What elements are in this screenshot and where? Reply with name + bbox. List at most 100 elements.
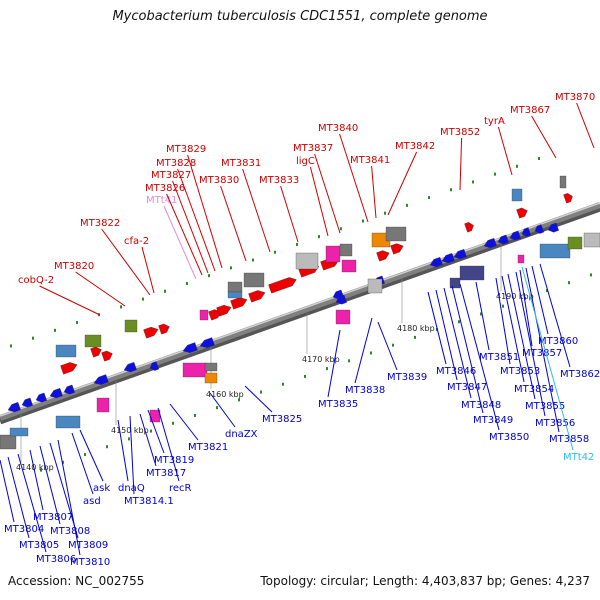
gene-label[interactable]: MT3870 bbox=[555, 92, 595, 103]
gene-arrow-forward bbox=[390, 243, 404, 255]
gene-label[interactable]: MT3858 bbox=[549, 434, 589, 445]
feature-box-blue bbox=[9, 427, 29, 437]
gene-shape bbox=[453, 249, 467, 260]
track-dot bbox=[120, 305, 122, 309]
track-dot bbox=[274, 250, 276, 254]
genome-summary: Topology: circular; Length: 4,403,837 bp… bbox=[260, 574, 590, 588]
gene-label[interactable]: MT3805 bbox=[19, 540, 59, 551]
feature-box-gray bbox=[243, 272, 265, 288]
gene-label[interactable]: MT3810 bbox=[70, 557, 110, 568]
gene-label[interactable]: MT3806 bbox=[36, 554, 76, 565]
gene-label[interactable]: MT3825 bbox=[262, 414, 302, 425]
gene-label[interactable]: cfa-2 bbox=[124, 236, 149, 247]
gene-label[interactable]: MT3851 bbox=[479, 352, 519, 363]
gene-shape bbox=[390, 243, 404, 255]
gene-arrow-reverse bbox=[199, 337, 215, 348]
track-dot bbox=[62, 460, 64, 464]
tick-label: 4180 kbp bbox=[397, 324, 435, 333]
gene-label[interactable]: MT3817 bbox=[146, 468, 186, 479]
leader-line bbox=[495, 277, 511, 365]
gene-shape bbox=[248, 290, 266, 303]
feature-box-blue bbox=[55, 415, 81, 429]
gene-label[interactable]: recR bbox=[169, 483, 192, 494]
feature-box-magenta bbox=[182, 362, 208, 378]
gene-label[interactable]: MT3837 bbox=[293, 143, 333, 154]
gene-label[interactable]: MT3849 bbox=[473, 415, 513, 426]
track-dot bbox=[32, 336, 34, 340]
gene-shape bbox=[429, 257, 443, 268]
leader-line bbox=[169, 403, 199, 441]
leader-line bbox=[39, 445, 61, 525]
track-dot bbox=[186, 281, 188, 285]
gene-label[interactable]: MT3819 bbox=[154, 455, 194, 466]
leader-line bbox=[507, 273, 536, 400]
gene-label[interactable]: cobQ-2 bbox=[18, 275, 54, 286]
gene-label[interactable]: MTt41 bbox=[146, 195, 177, 206]
gene-label[interactable]: dnaZX bbox=[225, 429, 258, 440]
gene-label[interactable]: MT3850 bbox=[489, 432, 529, 443]
track-dot bbox=[348, 359, 350, 363]
gene-label[interactable]: MT3822 bbox=[80, 218, 120, 229]
gene-label[interactable]: MT3821 bbox=[188, 442, 228, 453]
track-dot bbox=[40, 468, 42, 472]
leader-line bbox=[139, 413, 157, 467]
gene-label[interactable]: MT3853 bbox=[500, 366, 540, 377]
gene-label[interactable]: MT3829 bbox=[166, 144, 206, 155]
track-dot bbox=[414, 335, 416, 339]
gene-label[interactable]: MT3867 bbox=[510, 105, 550, 116]
gene-label[interactable]: MT3808 bbox=[50, 526, 90, 537]
gene-label[interactable]: dnaQ bbox=[118, 483, 145, 494]
gene-label[interactable]: MT3820 bbox=[54, 261, 94, 272]
gene-label[interactable]: MT3841 bbox=[350, 155, 390, 166]
gene-label[interactable]: MT3862 bbox=[560, 369, 600, 380]
gene-arrow-reverse bbox=[521, 227, 532, 237]
tick-label: 4190 kbp bbox=[496, 292, 534, 301]
gene-label[interactable]: MT3857 bbox=[522, 348, 562, 359]
gene-shape bbox=[49, 388, 63, 399]
gene-label[interactable]: ask bbox=[93, 483, 110, 494]
gene-label[interactable]: MT3852 bbox=[440, 127, 480, 138]
feature-box-blue bbox=[227, 291, 243, 299]
gene-label[interactable]: MTt42 bbox=[563, 452, 594, 463]
gene-label[interactable]: MT3809 bbox=[68, 540, 108, 551]
feature-box-gray bbox=[559, 175, 567, 189]
gene-label[interactable]: MT3854 bbox=[514, 384, 554, 395]
gene-label[interactable]: MT3840 bbox=[318, 123, 358, 134]
track-dot bbox=[194, 413, 196, 417]
gene-shape bbox=[441, 253, 455, 264]
gene-label[interactable]: tyrA bbox=[484, 116, 505, 127]
gene-label[interactable]: MT3842 bbox=[395, 141, 435, 152]
gene-arrow-forward bbox=[158, 323, 170, 335]
gene-arrow-forward bbox=[376, 250, 390, 262]
gene-label[interactable]: MT3856 bbox=[535, 418, 575, 429]
gene-label[interactable]: MT3835 bbox=[318, 399, 358, 410]
gene-label[interactable]: MT3846 bbox=[436, 366, 476, 377]
gene-label[interactable]: MT3860 bbox=[538, 336, 578, 347]
gene-shape bbox=[90, 346, 102, 358]
track-dot bbox=[142, 297, 144, 301]
feature-box-orange bbox=[204, 372, 218, 384]
leader-line bbox=[519, 269, 533, 347]
gene-label[interactable]: MT3839 bbox=[387, 372, 427, 383]
tick-label: 4140 kbp bbox=[16, 463, 54, 472]
gene-label[interactable]: MT3855 bbox=[525, 401, 565, 412]
gene-label[interactable]: MT3807 bbox=[33, 512, 73, 523]
gene-label[interactable]: MT3827 bbox=[151, 170, 191, 181]
gene-label[interactable]: MT3828 bbox=[156, 158, 196, 169]
gene-label[interactable]: MT3830 bbox=[199, 175, 239, 186]
leader-line bbox=[71, 432, 94, 495]
leader-line bbox=[242, 168, 271, 253]
gene-label[interactable]: ligC bbox=[296, 156, 315, 167]
gene-shape bbox=[335, 294, 347, 305]
track-dot bbox=[230, 266, 232, 270]
gene-label[interactable]: MT3833 bbox=[259, 175, 299, 186]
gene-arrow-forward bbox=[143, 326, 159, 339]
gene-label[interactable]: MT3814.1 bbox=[124, 496, 174, 507]
gene-label[interactable]: MT3826 bbox=[145, 183, 185, 194]
track-dot bbox=[208, 274, 210, 278]
gene-label[interactable]: MT3831 bbox=[221, 158, 261, 169]
gene-label[interactable]: asd bbox=[83, 496, 101, 507]
gene-label[interactable]: MT3838 bbox=[345, 385, 385, 396]
gene-label[interactable]: MT3804 bbox=[4, 524, 44, 535]
gene-label[interactable]: MT3847 bbox=[447, 382, 487, 393]
